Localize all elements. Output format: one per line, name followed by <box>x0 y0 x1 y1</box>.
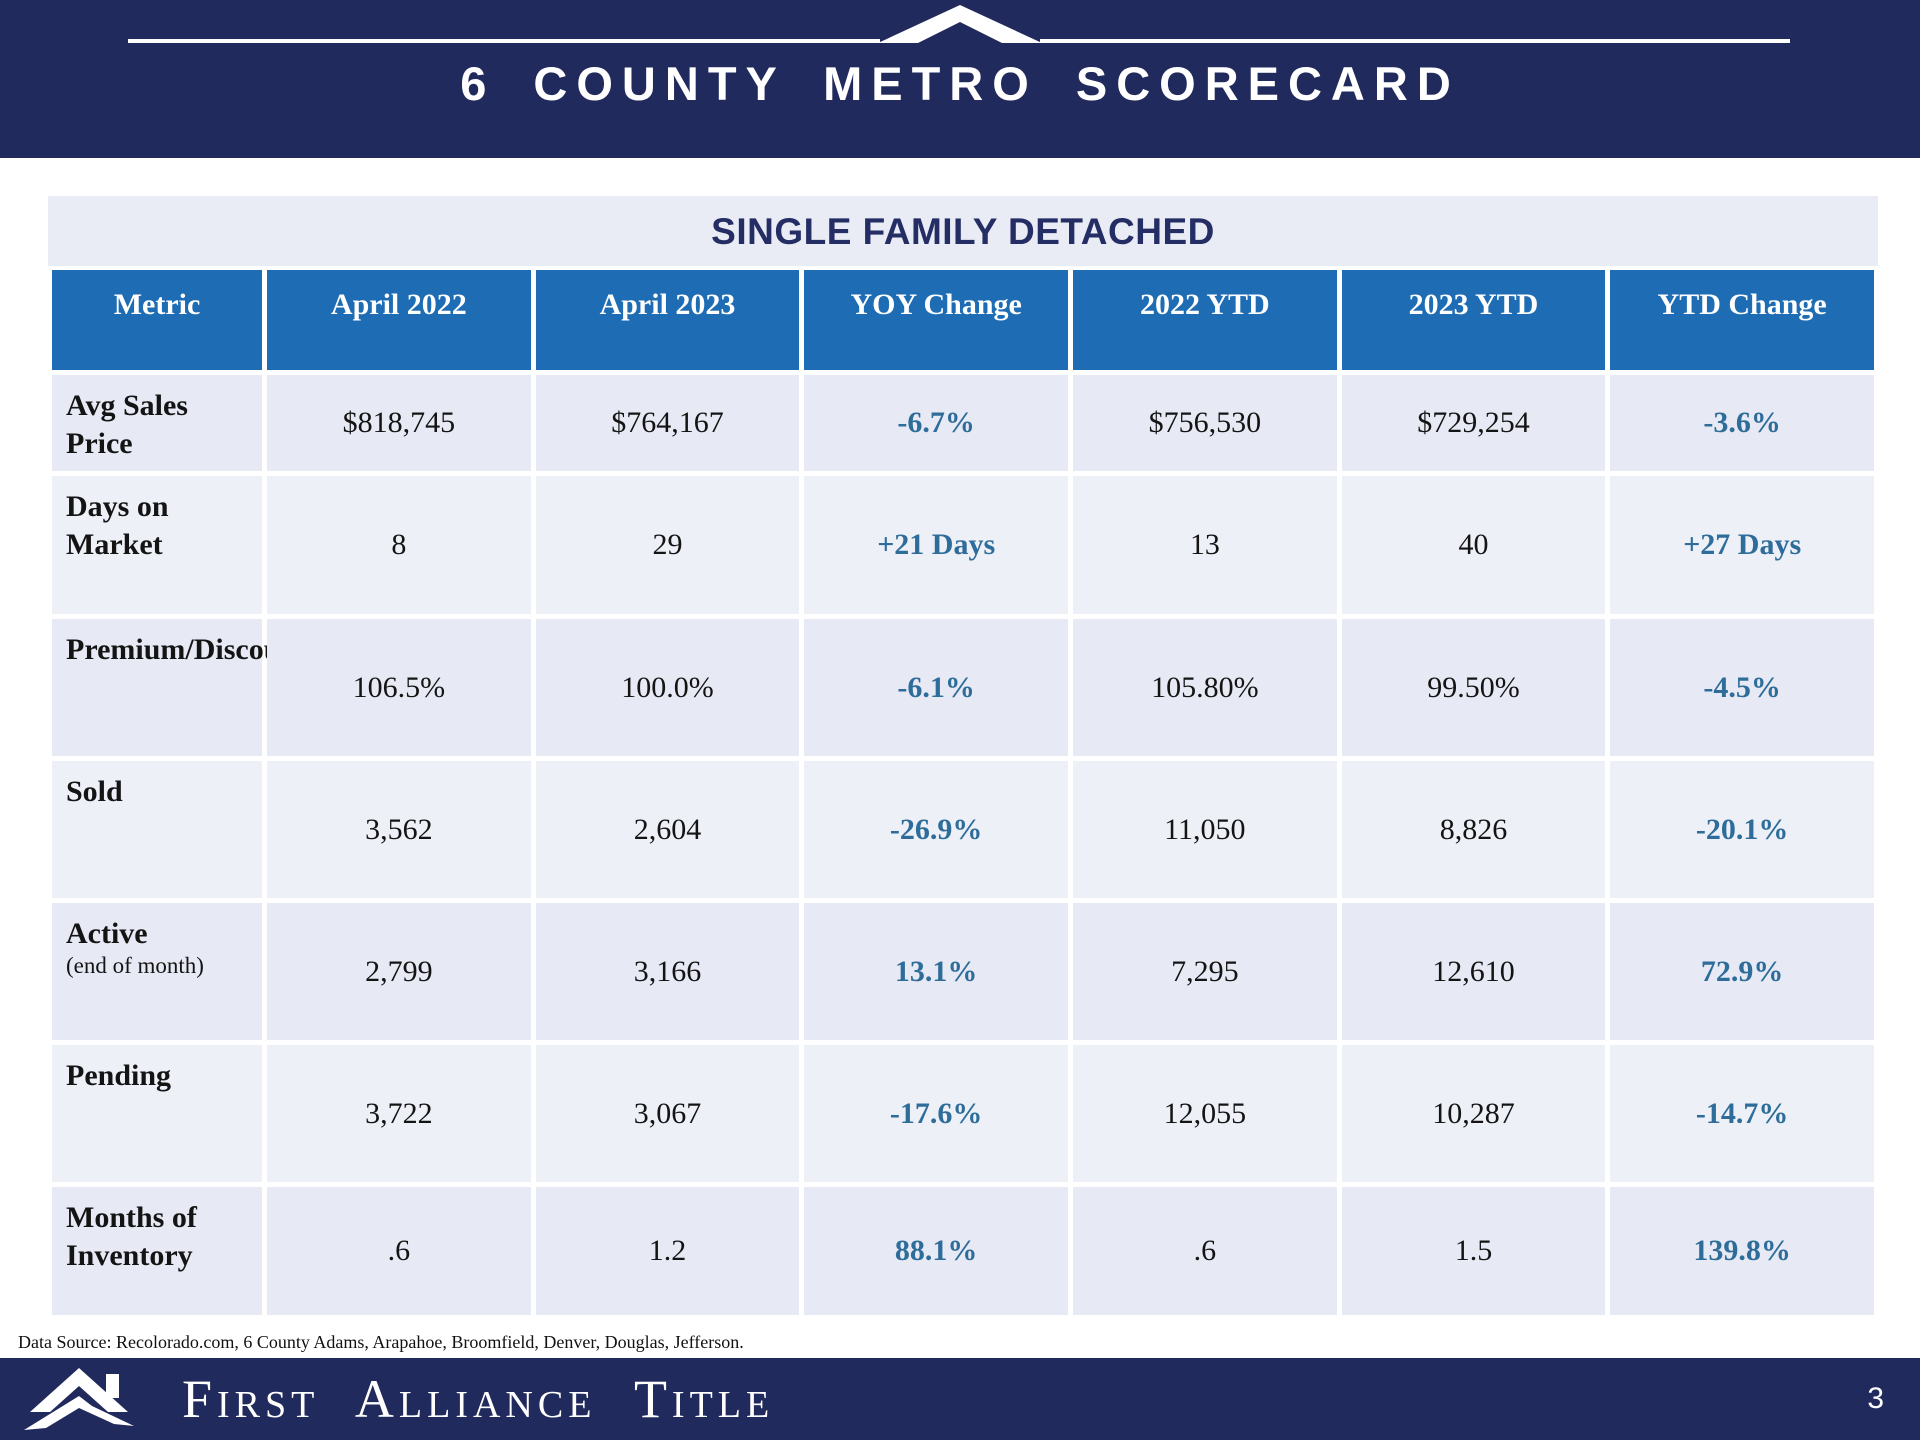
metric-label: Active (end of month) <box>52 903 262 1040</box>
header-band: 6 COUNTY METRO SCORECARD <box>0 0 1920 158</box>
value-cell: 8,826 <box>1341 761 1606 898</box>
metric-text: Sold <box>66 775 123 808</box>
metric-note: (end of month) <box>66 952 204 978</box>
change-cell: -6.7% <box>804 375 1068 471</box>
value-cell: 11,050 <box>1072 761 1337 898</box>
column-header-yoy-change: YOY Change <box>804 270 1068 370</box>
chevron-line-decoration <box>128 5 1790 43</box>
table-row: Premium/Discount 106.5% 100.0% -6.1% 105… <box>52 619 1874 756</box>
change-cell: 13.1% <box>804 903 1068 1040</box>
column-header-2023-ytd: 2023 YTD <box>1341 270 1606 370</box>
column-header-april-2023: April 2023 <box>535 270 800 370</box>
value-cell: 12,055 <box>1072 1045 1337 1182</box>
table-row: Sold 3,562 2,604 -26.9% 11,050 8,826 -20… <box>52 761 1874 898</box>
column-header-metric: Metric <box>52 270 262 370</box>
value-cell: 2,799 <box>267 903 531 1040</box>
value-cell: 105.80% <box>1072 619 1337 756</box>
value-cell: 10,287 <box>1341 1045 1606 1182</box>
value-cell: 106.5% <box>267 619 531 756</box>
scorecard-table: Metric April 2022 April 2023 YOY Change … <box>48 266 1878 1319</box>
change-cell: +21 Days <box>804 476 1068 614</box>
table-row: Months of Inventory .6 1.2 88.1% .6 1.5 … <box>52 1187 1874 1315</box>
footer-band: First Alliance Title 3 <box>0 1358 1920 1440</box>
metric-label: Sold <box>52 761 262 898</box>
metric-text: Premium/Discount <box>66 633 308 666</box>
metric-label: Premium/Discount <box>52 619 307 756</box>
value-cell: 13 <box>1072 476 1337 614</box>
company-name: First Alliance Title <box>182 1369 775 1429</box>
change-cell: +27 Days <box>1610 476 1874 614</box>
value-cell: 7,295 <box>1072 903 1337 1040</box>
value-cell: 40 <box>1341 476 1606 614</box>
table-row: Avg Sales Price $818,745 $764,167 -6.7% … <box>52 375 1874 471</box>
value-cell: 3,722 <box>267 1045 531 1182</box>
value-cell: $729,254 <box>1341 375 1606 471</box>
value-cell: .6 <box>267 1187 531 1315</box>
change-cell: 72.9% <box>1610 903 1874 1040</box>
change-cell: -17.6% <box>804 1045 1068 1182</box>
column-header-ytd-change: YTD Change <box>1610 270 1874 370</box>
change-cell: -14.7% <box>1610 1045 1874 1182</box>
value-cell: 1.5 <box>1341 1187 1606 1315</box>
value-cell: 3,067 <box>535 1045 800 1182</box>
value-cell: 99.50% <box>1341 619 1606 756</box>
metric-text: Pending <box>66 1059 172 1092</box>
value-cell: 1.2 <box>535 1187 800 1315</box>
change-cell: -4.5% <box>1610 619 1874 756</box>
change-cell: -6.1% <box>804 619 1068 756</box>
change-cell: -26.9% <box>804 761 1068 898</box>
value-cell: 3,562 <box>267 761 531 898</box>
page-title: 6 COUNTY METRO SCORECARD <box>460 57 1460 110</box>
table-row: Active (end of month) 2,799 3,166 13.1% … <box>52 903 1874 1040</box>
value-cell: .6 <box>1072 1187 1337 1315</box>
page-number: 3 <box>1867 1382 1884 1415</box>
change-cell: -3.6% <box>1610 375 1874 471</box>
table-row: Pending 3,722 3,067 -17.6% 12,055 10,287… <box>52 1045 1874 1182</box>
company-logo-mountain-icon <box>24 1368 134 1430</box>
metric-text: Months of Inventory <box>66 1201 197 1272</box>
value-cell: 8 <box>267 476 531 614</box>
metric-label: Months of Inventory <box>52 1187 262 1315</box>
value-cell: 12,610 <box>1341 903 1606 1040</box>
data-source-note: Data Source: Recolorado.com, 6 County Ad… <box>18 1332 744 1352</box>
change-cell: 139.8% <box>1610 1187 1874 1315</box>
metric-text: Avg Sales Price <box>66 389 188 460</box>
metric-text: Days on Market <box>66 490 169 561</box>
metric-label: Avg Sales Price <box>52 375 262 471</box>
value-cell: 100.0% <box>535 619 800 756</box>
scorecard-card: SINGLE FAMILY DETACHED Metric April 2022… <box>48 196 1878 1319</box>
table-row: Days on Market 8 29 +21 Days 13 40 +27 D… <box>52 476 1874 614</box>
column-header-2022-ytd: 2022 YTD <box>1072 270 1337 370</box>
metric-text: Active <box>66 917 148 950</box>
value-cell: 3,166 <box>535 903 800 1040</box>
table-header-row: Metric April 2022 April 2023 YOY Change … <box>52 270 1874 370</box>
column-header-april-2022: April 2022 <box>267 270 531 370</box>
metric-label: Pending <box>52 1045 262 1182</box>
value-cell: 2,604 <box>535 761 800 898</box>
table-title: SINGLE FAMILY DETACHED <box>711 211 1215 252</box>
value-cell: $764,167 <box>535 375 800 471</box>
metric-label: Days on Market <box>52 476 262 614</box>
value-cell: 29 <box>535 476 800 614</box>
change-cell: -20.1% <box>1610 761 1874 898</box>
value-cell: $818,745 <box>267 375 531 471</box>
change-cell: 88.1% <box>804 1187 1068 1315</box>
value-cell: $756,530 <box>1072 375 1337 471</box>
